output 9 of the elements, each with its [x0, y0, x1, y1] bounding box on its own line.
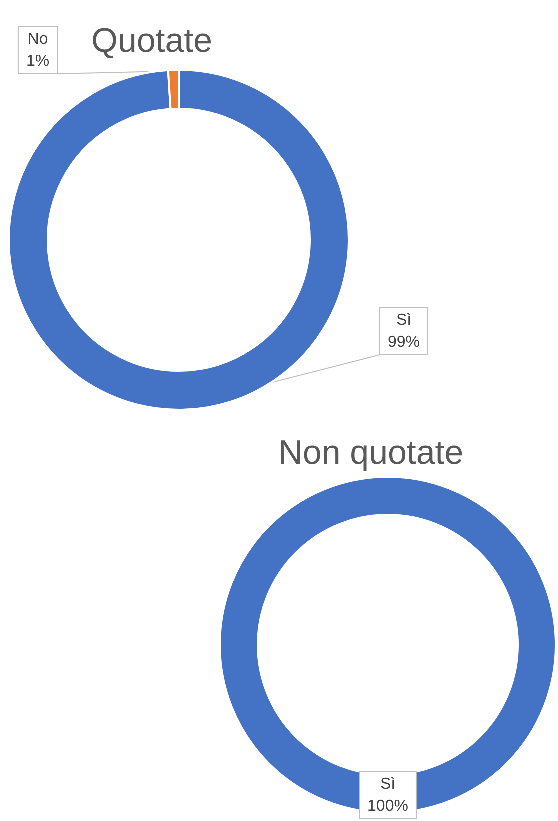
data-label: 100%	[368, 798, 408, 815]
data-label: 1%	[26, 53, 50, 70]
donut-slice	[8, 69, 350, 411]
data-label: 99%	[388, 334, 420, 351]
chart-title: Non quotate	[278, 434, 464, 472]
chart-title: Quotate	[92, 22, 212, 60]
slice-label: Sì	[380, 776, 396, 793]
slice-label: No	[28, 31, 48, 48]
slice-label: Sì	[396, 312, 412, 329]
